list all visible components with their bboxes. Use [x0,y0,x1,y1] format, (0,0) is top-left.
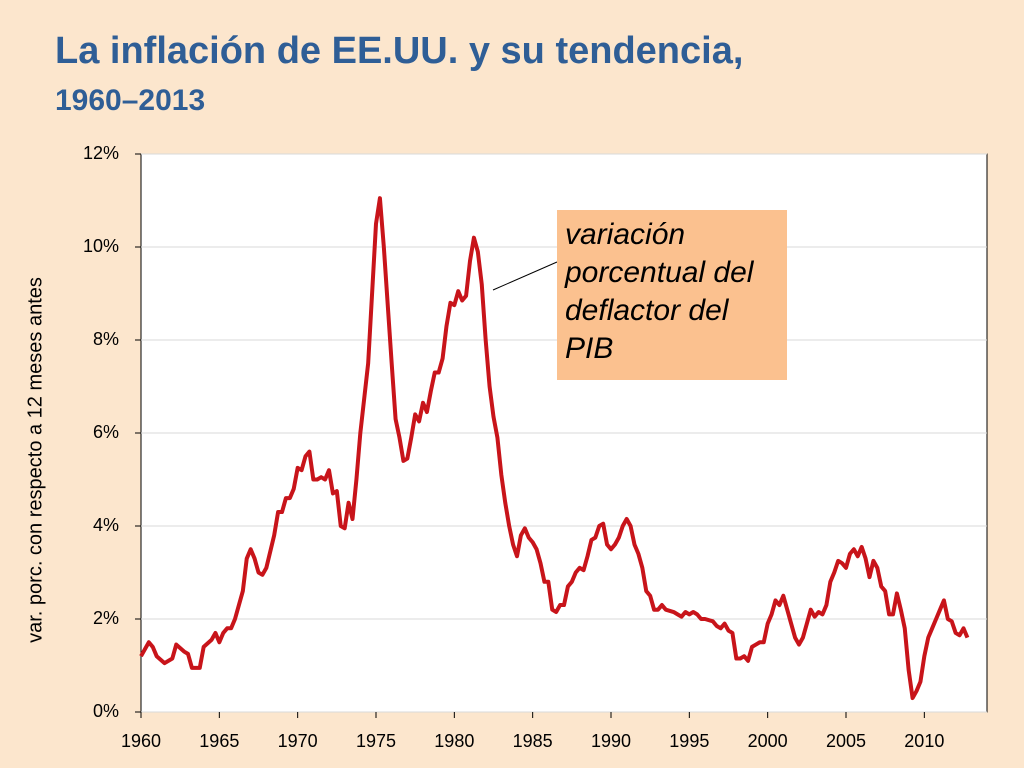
x-tick-label: 1985 [513,731,553,751]
x-tick-label: 1960 [121,731,161,751]
chart-subtitle: 1960–2013 [55,84,206,117]
data-line [139,196,970,701]
x-tick-label: 1980 [434,731,474,751]
y-tick-label: 0% [93,701,119,721]
annotation: variación porcentual del deflactor del P… [557,210,787,380]
x-tick-label: 2010 [904,731,944,751]
x-tick-label: 1975 [356,731,396,751]
y-tick-label: 10% [83,236,119,256]
x-tick-label: 1965 [199,731,239,751]
x-tick-label: 1970 [278,731,318,751]
x-tick-label: 2005 [826,731,866,751]
y-axis-label: var. porc. con respecto a 12 meses antes [24,277,46,643]
chart-title: La inflación de EE.UU. y su tendencia, [55,30,744,72]
callout-line [492,261,558,291]
y-tick-label: 8% [93,329,119,349]
y-tick-label: 4% [93,515,119,535]
x-tick-label: 2000 [748,731,788,751]
x-tick-label: 1995 [669,731,709,751]
x-tick-label: 1990 [591,731,631,751]
y-tick-label: 2% [93,608,119,628]
y-tick-label: 6% [93,422,119,442]
y-tick-label: 12% [83,143,119,163]
